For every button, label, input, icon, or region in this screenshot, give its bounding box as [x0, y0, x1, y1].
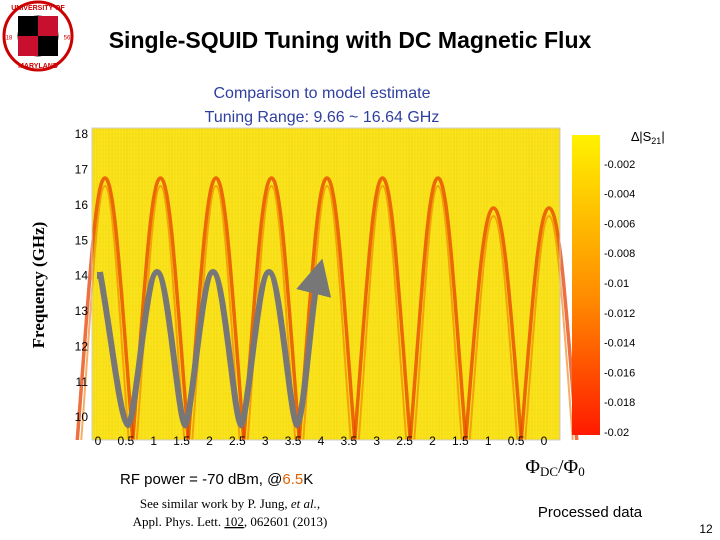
y-axis-label: Frequency (GHz): [29, 222, 48, 349]
resonance-arch: [297, 176, 357, 441]
colorbar-tick-label: -0.014: [604, 338, 635, 350]
logo-right: 56: [64, 36, 71, 42]
colorbar-tick-label: -0.006: [604, 218, 635, 230]
plot-frame: [91, 127, 561, 441]
x-tick-label: 1.5: [452, 434, 469, 448]
y-tick-label: 18: [75, 127, 89, 141]
x-tick-label: 1: [150, 434, 157, 448]
colorbar-tick-label: -0.018: [604, 397, 635, 409]
logo-left: 18: [6, 36, 13, 42]
colorbar-tick-label: -0.004: [604, 189, 635, 201]
x-tick-label: 2: [429, 434, 436, 448]
colorbar: [572, 135, 600, 435]
resonance-arch: [468, 214, 519, 441]
resonance-arch: [464, 206, 523, 441]
colorbar-tick-label: -0.002: [604, 159, 635, 171]
y-tick-label: 12: [75, 339, 89, 353]
y-tick-label: 11: [76, 375, 89, 389]
resonance-arch: [408, 176, 468, 441]
x-tick-label: 2.5: [229, 434, 246, 448]
resonance-arch: [524, 214, 574, 441]
colorbar-tick-label: -0.016: [604, 367, 635, 379]
x-tick-label: 1: [485, 434, 492, 448]
y-tick-label: 16: [75, 198, 89, 212]
y-tick-label: 17: [75, 163, 89, 177]
x-tick-label: 0.5: [118, 434, 135, 448]
resonance-arch: [80, 184, 130, 441]
annotation: Tuning Range: 9.66 ~ 16.64 GHz: [205, 109, 440, 126]
resonance-arch: [413, 184, 463, 441]
x-tick-label: 3: [373, 434, 380, 448]
resonance-arch: [186, 176, 246, 441]
x-tick-label: 0: [95, 434, 102, 448]
logo: UNIVERSITY OF MARYLAND 18 56: [2, 0, 74, 72]
logo-bottom: MARYLAND: [18, 63, 58, 70]
model-curve: [97, 258, 332, 429]
colorbar-tick-label: -0.01: [604, 278, 629, 290]
colorbar-tick-label: -0.008: [604, 248, 635, 260]
x-tick-label: 4: [318, 434, 325, 448]
page-number: 12: [699, 522, 713, 536]
colorbar-label: ∆|S21|: [631, 129, 664, 146]
reference: Appl. Phys. Lett. 102, 062601 (2013): [133, 514, 328, 529]
x-tick-label: 3: [262, 434, 269, 448]
slide-title: Single-SQUID Tuning with DC Magnetic Flu…: [109, 27, 592, 53]
x-tick-label: 2.5: [396, 434, 413, 448]
resonance-arch: [353, 176, 412, 441]
x-tick-label: 0: [541, 434, 548, 448]
y-tick-label: 14: [75, 269, 89, 283]
x-tick-label: 1.5: [173, 434, 190, 448]
resonance-arch: [242, 176, 301, 441]
conditions: RF power = -70 dBm, @6.5K: [120, 471, 313, 488]
resonance-arch: [357, 184, 408, 441]
colorbar-tick-label: -0.012: [604, 308, 635, 320]
x-tick-label: 3.5: [341, 434, 358, 448]
reference: See similar work by P. Jung, et al.,: [140, 496, 320, 511]
y-tick-label: 13: [75, 304, 89, 318]
logo-top: UNIVERSITY OF: [11, 5, 65, 12]
colorbar-tick-label: -0.02: [604, 427, 629, 439]
footer-note: Processed data: [538, 504, 643, 521]
annotation: Comparison to model estimate: [214, 85, 431, 102]
resonance-arch: [519, 206, 579, 441]
x-tick-label: 2: [206, 434, 213, 448]
y-tick-label: 15: [75, 233, 89, 247]
x-axis-label: ΦDC/Φ0: [525, 456, 584, 479]
x-tick-label: 3.5: [285, 434, 302, 448]
resonance-arch: [75, 176, 135, 441]
resonance-arch: [131, 176, 190, 441]
x-tick-label: 0.5: [508, 434, 525, 448]
y-tick-label: 10: [75, 410, 89, 424]
